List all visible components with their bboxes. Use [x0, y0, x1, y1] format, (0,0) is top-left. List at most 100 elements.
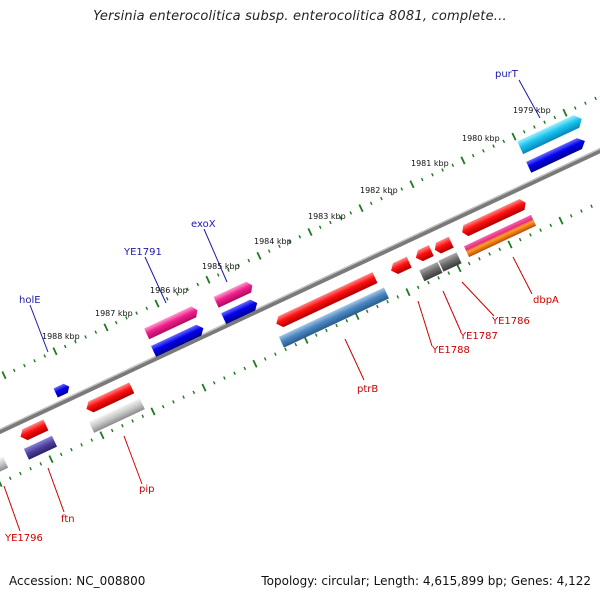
callout-lines [3, 79, 541, 532]
gene-label-holE[interactable]: holE [19, 295, 41, 306]
scale-tick [427, 280, 430, 285]
scale-tick [390, 192, 393, 196]
scale-tick [284, 347, 287, 352]
gene-pip[interactable] [84, 382, 135, 414]
gene-pip-silver[interactable] [89, 398, 145, 433]
scale-tick [488, 252, 491, 256]
scale-tick [492, 144, 495, 148]
scale-tick [441, 168, 444, 172]
gene-purT-blue[interactable] [526, 136, 587, 173]
gene-label-YE1787[interactable]: YE1787 [459, 331, 498, 342]
scale-tick [518, 237, 522, 242]
gene-label-exoX[interactable]: exoX [191, 219, 216, 230]
scale-tick [29, 466, 32, 471]
gene-label-YE1796[interactable]: YE1796 [4, 533, 43, 544]
map-title: Yersinia enterocolitica subsp. enterocol… [93, 9, 507, 24]
gene-YE1787[interactable] [413, 245, 434, 263]
scale-tick [358, 204, 364, 213]
scale-ticks [0, 96, 597, 488]
scale-tick [52, 347, 58, 356]
gene-YE1791[interactable] [144, 305, 200, 340]
scale-tick [460, 156, 466, 165]
gene-YE1786[interactable] [432, 236, 454, 256]
kbp-label: 1980 kbp [462, 134, 500, 143]
scale-tick [212, 381, 216, 385]
scale-tick [63, 344, 67, 349]
scale-tick [569, 214, 573, 218]
gene-label-dbpA[interactable]: dbpA [533, 295, 559, 306]
gene-ftn[interactable] [18, 419, 49, 442]
scale-tick [471, 153, 475, 158]
gene-YE1786-gray[interactable] [438, 252, 462, 272]
scale-tick [365, 309, 369, 313]
scale-tick [456, 264, 462, 273]
scale-tick [227, 268, 230, 272]
scale-tick [543, 120, 546, 125]
scale-tick [135, 311, 138, 315]
gene-exoX[interactable] [213, 280, 255, 308]
kbp-label: 1979 kbp [513, 106, 551, 115]
scale-tick [278, 244, 281, 249]
scale-tick [150, 407, 156, 416]
scale-tick [325, 328, 328, 333]
scale-tick [288, 239, 291, 244]
scale-tick [522, 130, 526, 134]
scale-tick [349, 211, 353, 215]
scale-tick [562, 108, 568, 117]
gene-ptrB[interactable] [274, 272, 378, 329]
chromosome-backbone [0, 147, 600, 435]
scale-tick [0, 480, 3, 488]
scale-tick [121, 424, 124, 428]
scale-tick [176, 292, 179, 296]
gene-label-YE1791[interactable]: YE1791 [123, 247, 162, 258]
scale-tick [511, 132, 517, 141]
scale-tick [237, 263, 240, 268]
kbp-label: 1988 kbp [42, 332, 80, 341]
gene-purT[interactable] [517, 113, 585, 155]
scale-tick [298, 235, 302, 239]
gene-dbpA-stripe[interactable] [463, 214, 537, 258]
kbp-label: 1987 kbp [95, 309, 133, 318]
scale-tick [233, 371, 236, 376]
chromosome-backbone-highlight [0, 148, 600, 430]
gene-YE1787-gray[interactable] [419, 261, 443, 282]
gene-label-ftn[interactable]: ftn [61, 514, 75, 525]
scale-tick [594, 96, 597, 101]
scale-tick [114, 320, 118, 325]
gene-label-purT[interactable]: purT [495, 69, 519, 80]
gene-label-YE1786[interactable]: YE1786 [491, 316, 530, 327]
scale-tick [12, 368, 16, 373]
gene-exoX-blue[interactable] [221, 298, 260, 325]
scale-tick [498, 247, 502, 251]
gene-YE1791-blue[interactable] [151, 323, 206, 357]
gene-YE1788[interactable] [388, 256, 412, 276]
gene-dbpA[interactable] [460, 197, 528, 238]
scale-tick [8, 476, 12, 480]
scale-tick [339, 215, 342, 220]
scale-tick [39, 462, 43, 466]
scale-tick [145, 306, 149, 311]
scale-tick [94, 330, 98, 334]
kbp-label: 1981 kbp [411, 159, 449, 168]
scale-tick [274, 352, 277, 356]
scale-tick [376, 304, 379, 309]
scale-tick [437, 276, 440, 280]
scale-tick [502, 139, 506, 144]
accession-text: Accession: NC_008800 [9, 574, 146, 588]
scale-tick [70, 447, 73, 452]
scale-tick [549, 223, 553, 228]
gene-label-pip[interactable]: pip [139, 484, 154, 495]
gene-holE[interactable] [53, 382, 72, 398]
kbp-label: 1983 kbp [308, 212, 346, 221]
scale-tick [584, 101, 587, 105]
scale-tick [580, 209, 583, 213]
gene-YE1796-silver[interactable] [0, 456, 9, 474]
scale-tick [201, 383, 207, 392]
scale-tick [19, 471, 22, 476]
gene-ftn-purple[interactable] [23, 435, 58, 460]
gene-label-YE1788[interactable]: YE1788 [431, 345, 470, 356]
gene-ptrB-steel[interactable] [278, 287, 389, 348]
gene-label-ptrB[interactable]: ptrB [357, 384, 378, 395]
scale-tick [482, 149, 485, 153]
